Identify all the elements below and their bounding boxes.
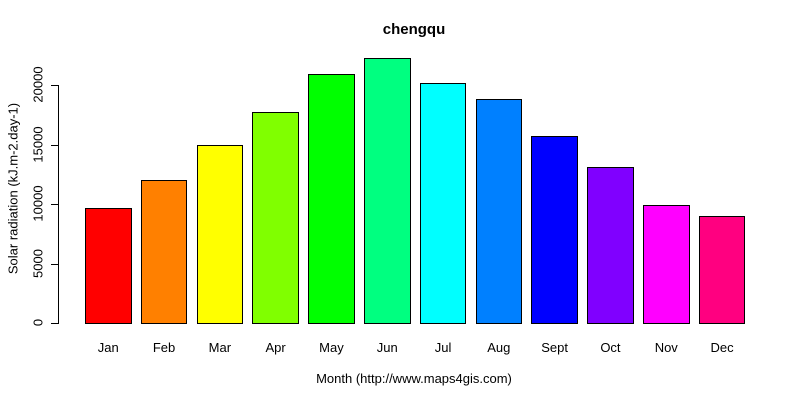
bar-nov <box>643 205 690 324</box>
x-tick-label-aug: Aug <box>487 340 511 355</box>
y-tick <box>51 263 58 265</box>
bar-dec <box>698 215 746 324</box>
bar-oct <box>587 167 634 324</box>
y-tick <box>51 144 58 146</box>
bar-jan <box>85 207 132 324</box>
bar-aug <box>475 99 523 324</box>
x-tick-label-feb: Feb <box>152 340 176 355</box>
x-tick-label-jan: Jan <box>97 340 119 355</box>
bar-may <box>308 74 355 324</box>
x-tick-label-apr: Apr <box>265 340 286 355</box>
y-axis-line <box>58 85 59 324</box>
x-tick-label-oct: Oct <box>600 340 621 355</box>
y-tick-label: 20000 <box>30 66 46 103</box>
bar-jun <box>364 57 411 324</box>
chart-title: chengqu <box>382 21 446 38</box>
y-tick-label: 5000 <box>30 248 46 278</box>
y-tick <box>51 85 58 86</box>
x-axis-title: Month (http://www.maps4gis.com) <box>316 371 512 386</box>
bar-jul <box>419 82 467 324</box>
y-axis-title: Solar radiation (kJ.m-2.day-1) <box>5 102 21 275</box>
x-tick-label-jun: Jun <box>376 340 398 355</box>
x-tick-label-dec: Dec <box>710 340 734 355</box>
x-tick-label-nov: Nov <box>654 340 678 355</box>
y-tick <box>51 323 58 324</box>
x-tick-label-may: May <box>319 340 344 355</box>
x-tick-label-jul: Jul <box>434 340 452 355</box>
bar-sept <box>531 136 578 324</box>
bar-mar <box>196 144 244 324</box>
bar-apr <box>252 112 299 324</box>
x-tick-label-mar: Mar <box>208 340 232 355</box>
y-tick <box>51 204 58 205</box>
x-tick-label-sept: Sept <box>541 340 569 355</box>
bar-feb <box>140 180 188 324</box>
y-tick-label: 15000 <box>30 125 46 163</box>
